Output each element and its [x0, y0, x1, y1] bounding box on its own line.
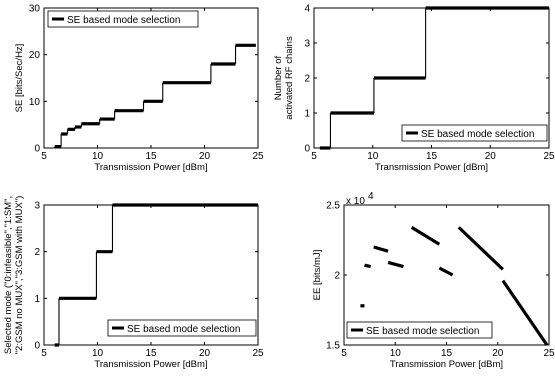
y-tick-label: 0	[304, 144, 310, 155]
legend-box	[107, 319, 257, 337]
x-tick-label: 25	[252, 151, 264, 162]
y-multiplier-exponent: 4	[368, 191, 374, 202]
x-tick-label: 5	[41, 348, 47, 359]
series-segment	[457, 226, 504, 271]
x-tick-label: 20	[199, 348, 211, 359]
y-axis-label: EE [bits/mJ]	[312, 250, 323, 301]
x-tick-label: 5	[341, 348, 347, 359]
y-axis-label: Number of	[273, 55, 284, 100]
x-tick-label: 15	[426, 151, 438, 162]
y-tick-label: 2.5	[326, 201, 340, 212]
y-tick-label: 0	[34, 144, 40, 155]
x-tick-label: 5	[41, 151, 47, 162]
legend-label: SE based mode selection	[421, 129, 534, 140]
x-tick-label: 10	[92, 151, 104, 162]
x-tick-label: 15	[145, 151, 157, 162]
x-tick-label: 20	[492, 348, 504, 359]
x-axis-label: Transmission Power [dBm]	[375, 162, 488, 173]
y-tick-label: 4	[304, 4, 310, 15]
legend-label: SE based mode selection	[67, 15, 180, 26]
y-multiplier-label: x 10	[346, 196, 365, 207]
series-segment	[373, 245, 389, 253]
x-tick-label: 15	[441, 348, 453, 359]
y-tick-label: 10	[29, 97, 41, 108]
y-axis-label: "2:GSM no MUX","3:GSM with MUX")	[14, 196, 25, 355]
x-axis-label: Transmission Power [dBm]	[390, 359, 503, 370]
y-axis-label: SE [bits/Sec/Hz]	[14, 44, 25, 113]
x-tick-label: 20	[199, 151, 211, 162]
series-segment	[364, 263, 372, 269]
series-segment	[438, 266, 454, 277]
chart-panel-3: 5 10 15 20 25 0 1 2 3 Transmission Power [dBm] Sel…	[3, 196, 264, 370]
legend: SE based mode selection	[401, 124, 548, 142]
legend-box	[401, 124, 548, 142]
y-tick-label: 3	[34, 201, 40, 212]
x-axis-label: Transmission Power [dBm]	[94, 359, 207, 370]
y-tick-label: 1	[34, 294, 40, 305]
series-segment	[410, 226, 441, 246]
legend-box	[47, 10, 199, 28]
x-tick-label: 25	[543, 348, 555, 359]
y-tick-label: 1.5	[326, 341, 340, 352]
x-tick-label: 10	[367, 151, 379, 162]
x-tick-label: 15	[145, 348, 157, 359]
y-tick-label: 2	[34, 247, 40, 258]
legend-label: SE based mode selection	[127, 324, 240, 335]
series-segment	[387, 260, 404, 269]
legend-box	[346, 321, 493, 339]
legend: SE based mode selection	[47, 10, 199, 28]
x-tick-label: 5	[311, 151, 317, 162]
x-tick-label: 10	[92, 348, 104, 359]
y-tick-label: 2	[304, 74, 310, 85]
y-tick-label: 2	[334, 271, 340, 282]
y-tick-label: 1	[304, 109, 310, 120]
x-tick-label: 25	[252, 348, 264, 359]
x-tick-label: 10	[390, 348, 402, 359]
y-tick-label: 3	[304, 39, 310, 50]
legend: SE based mode selection	[346, 321, 493, 339]
series-segment	[501, 279, 549, 346]
y-tick-label: 30	[29, 4, 41, 15]
y-tick-label: 20	[29, 50, 41, 61]
x-tick-label: 20	[485, 151, 497, 162]
legend-label: SE based mode selection	[366, 326, 479, 337]
y-tick-label: 0	[34, 341, 40, 352]
x-axis-label: Transmission Power [dBm]	[94, 162, 207, 173]
y-axis-label: Selected mode ("0:infeasible","1:SM",	[3, 196, 14, 354]
legend: SE based mode selection	[107, 319, 257, 337]
chart-panel-4: 5 10 15 20 25 1.5 2 2.5 Transmission Power [dBm]…	[312, 191, 555, 370]
x-tick-label: 25	[543, 151, 555, 162]
y-axis-label: activated RF chains	[284, 36, 295, 120]
chart-panel-2: 5 10 15 20 25 0 1 2 3 4 Transmission Power [dBm] Nu…	[273, 4, 555, 174]
chart-panel-1: 5 10 15 20 25 0 10 20 30 Transmission Power [dBm]…	[14, 4, 264, 174]
